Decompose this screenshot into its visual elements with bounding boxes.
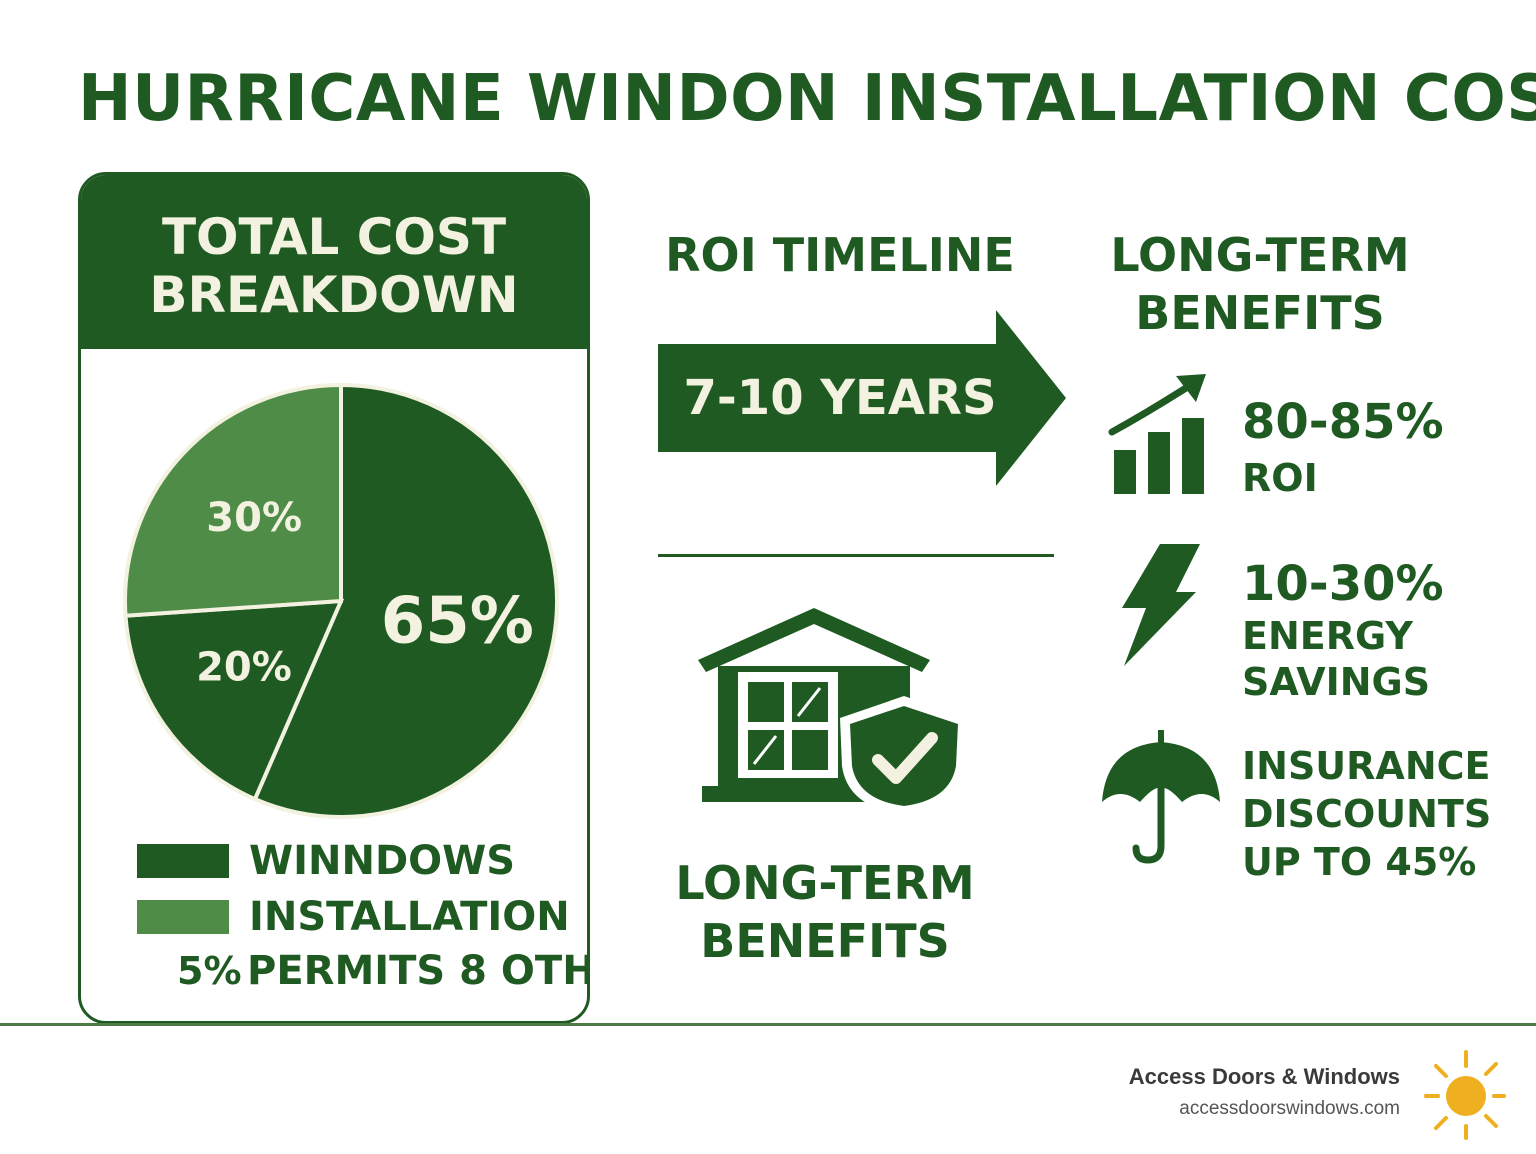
- bar-chart-growth-icon: [1108, 374, 1206, 494]
- roi-heading: ROI TIMELINE: [665, 228, 1015, 282]
- benefit-insurance-label: INSURANCE: [1242, 744, 1491, 788]
- legend-item-installation: INSTALLATION: [137, 894, 570, 940]
- pie-slice: [123, 598, 345, 802]
- legend-swatch-dark: [137, 844, 229, 878]
- legend-swatch-light: [137, 900, 229, 934]
- lightning-icon: [1122, 544, 1200, 666]
- roi-arrow-text: 7-10 YEARS: [683, 370, 997, 426]
- benefits-heading-line1: LONG-TERM: [1110, 228, 1410, 282]
- legend-item-permits: 5% PERMITS 8 OTHER: [177, 948, 587, 994]
- benefit-insurance-label: UP TO 45%: [1242, 840, 1477, 884]
- sun-icon: [1424, 1050, 1506, 1140]
- roi-arrow: [658, 310, 1066, 486]
- pie-slice-label: 30%: [206, 495, 302, 541]
- benefit-energy-label: ENERGY: [1242, 614, 1413, 658]
- pie-slice: [252, 382, 559, 819]
- house-shield-icon: [698, 608, 968, 814]
- benefit-roi-label: ROI: [1242, 456, 1318, 500]
- pie-slice: [123, 382, 343, 618]
- divider: [658, 554, 1054, 557]
- benefit-energy-value: 10-30%: [1242, 556, 1444, 612]
- bottom-heading-line1: LONG-TERM: [675, 856, 975, 910]
- brand-url: accessdoorswindows.com: [1179, 1098, 1400, 1119]
- benefits-heading-line2: BENEFITS: [1135, 286, 1385, 340]
- bottom-heading-line2: BENEFITS: [700, 914, 950, 968]
- legend-percent: 5%: [177, 949, 242, 993]
- card-header-line1: TOTAL COST: [161, 208, 507, 266]
- umbrella-icon: [1102, 730, 1220, 864]
- pie-slice-label: 20%: [196, 645, 292, 691]
- benefit-roi-value: 80-85%: [1242, 394, 1444, 450]
- page-title: HURRICANE WINDON INSTALLATION COST: [78, 62, 1536, 136]
- card-header-line2: BREAKDOWN: [149, 266, 519, 324]
- legend-label: WINNDOWS: [249, 838, 516, 884]
- legend-label: INSTALLATION: [249, 894, 570, 940]
- legend-item-windows: WINNDOWS: [137, 838, 516, 884]
- benefit-energy-label: SAVINGS: [1242, 660, 1431, 704]
- card-header: TOTAL COST BREAKDOWN: [81, 175, 587, 349]
- brand-name: Access Doors & Windows: [1128, 1064, 1400, 1089]
- cost-pie-chart: 65% 20% 30%: [123, 382, 559, 819]
- benefit-insurance-label: DISCOUNTS: [1242, 792, 1492, 836]
- footer-divider: [0, 1023, 1536, 1026]
- legend-label: PERMITS 8 OTHER: [247, 948, 587, 994]
- cost-breakdown-card: TOTAL COST BREAKDOWN 65% 20% 30% WINNDOWS …: [78, 172, 590, 1024]
- pie-slice-label: 65%: [381, 585, 534, 659]
